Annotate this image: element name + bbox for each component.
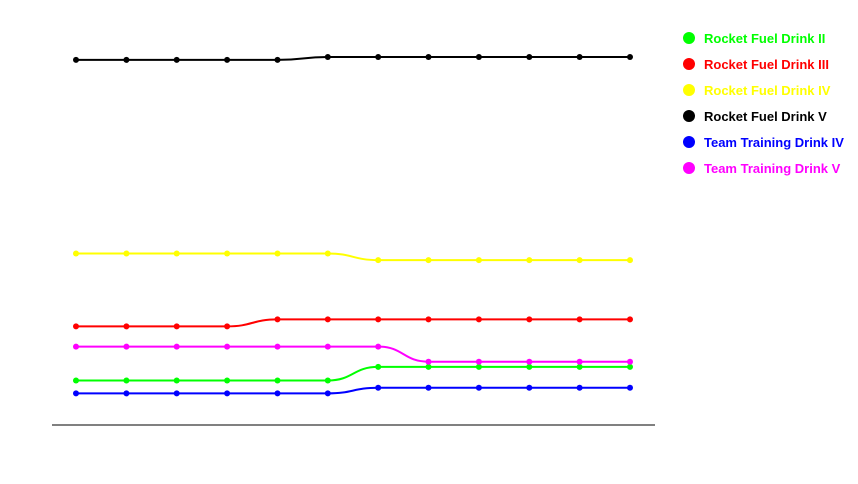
data-point[interactable] (324, 54, 331, 60)
data-point[interactable] (73, 323, 79, 330)
data-point[interactable] (576, 54, 583, 60)
data-point[interactable] (73, 377, 79, 384)
legend-label: Rocket Fuel Drink II (704, 30, 826, 46)
legend-label: Rocket Fuel Drink III (704, 56, 829, 72)
series-line (75, 252, 630, 262)
data-point[interactable] (576, 384, 583, 391)
data-point[interactable] (375, 363, 382, 370)
data-point[interactable] (224, 390, 231, 397)
data-point[interactable] (73, 390, 79, 397)
data-point[interactable] (425, 363, 432, 370)
data-point[interactable] (73, 250, 79, 257)
data-point[interactable] (627, 363, 633, 370)
data-point[interactable] (576, 257, 583, 264)
data-point[interactable] (224, 56, 231, 63)
data-point[interactable] (324, 250, 331, 257)
data-point[interactable] (73, 343, 79, 350)
data-point[interactable] (475, 363, 482, 370)
legend-marker-icon (683, 136, 695, 148)
data-point[interactable] (526, 384, 533, 391)
data-point[interactable] (627, 316, 633, 323)
legend-item[interactable]: Rocket Fuel Drink IV (683, 77, 844, 103)
series-line (76, 318, 630, 328)
legend-marker-icon (683, 162, 695, 174)
data-point[interactable] (274, 343, 281, 350)
legend-item[interactable]: Team Training Drink V (683, 155, 844, 181)
data-point[interactable] (274, 316, 281, 323)
legend-marker-icon (683, 110, 695, 122)
data-point[interactable] (526, 358, 533, 365)
data-point[interactable] (425, 384, 432, 391)
data-point[interactable] (274, 250, 281, 257)
data-point[interactable] (173, 323, 180, 330)
data-point[interactable] (425, 358, 432, 365)
data-point[interactable] (123, 343, 130, 350)
data-point[interactable] (324, 377, 331, 384)
series-layer (73, 54, 633, 397)
data-point[interactable] (375, 343, 382, 350)
legend-marker-icon (683, 84, 695, 96)
data-point[interactable] (73, 56, 79, 63)
legend-label: Rocket Fuel Drink IV (704, 82, 831, 98)
legend-item[interactable]: Rocket Fuel Drink III (683, 51, 844, 77)
series-line (76, 386, 630, 395)
data-point[interactable] (526, 363, 533, 370)
data-point[interactable] (224, 323, 231, 330)
legend-item[interactable]: Team Training Drink IV (683, 129, 844, 155)
data-point[interactable] (475, 316, 482, 323)
data-point[interactable] (526, 316, 533, 323)
data-point[interactable] (224, 343, 231, 350)
data-point[interactable] (425, 316, 432, 323)
data-point[interactable] (425, 257, 432, 264)
data-point[interactable] (173, 56, 180, 63)
data-point[interactable] (324, 316, 331, 323)
data-point[interactable] (375, 257, 382, 264)
data-point[interactable] (224, 250, 231, 257)
data-point[interactable] (123, 250, 130, 257)
data-point[interactable] (173, 250, 180, 257)
data-point[interactable] (123, 377, 130, 384)
data-point[interactable] (375, 384, 382, 391)
legend-marker-icon (683, 32, 695, 44)
data-point[interactable] (627, 257, 633, 264)
data-point[interactable] (526, 54, 533, 60)
legend-item[interactable]: Rocket Fuel Drink II (683, 25, 844, 51)
data-point[interactable] (123, 323, 130, 330)
data-point[interactable] (324, 343, 331, 350)
data-point[interactable] (123, 56, 130, 63)
data-point[interactable] (475, 257, 482, 264)
data-point[interactable] (475, 358, 482, 365)
legend-item[interactable]: Rocket Fuel Drink V (683, 103, 844, 129)
legend: Rocket Fuel Drink II Rocket Fuel Drink I… (683, 25, 844, 181)
legend-label: Team Training Drink IV (704, 134, 844, 150)
data-point[interactable] (627, 54, 633, 60)
data-point[interactable] (475, 54, 482, 60)
data-point[interactable] (173, 343, 180, 350)
data-point[interactable] (627, 384, 633, 391)
data-point[interactable] (274, 56, 281, 63)
data-point[interactable] (173, 390, 180, 397)
series-line (76, 365, 630, 382)
data-point[interactable] (576, 363, 583, 370)
data-point[interactable] (627, 358, 633, 365)
data-point[interactable] (576, 316, 583, 323)
data-point[interactable] (324, 390, 331, 397)
legend-marker-icon (683, 58, 695, 70)
data-point[interactable] (576, 358, 583, 365)
data-point[interactable] (425, 54, 432, 60)
data-point[interactable] (475, 384, 482, 391)
legend-label: Team Training Drink V (704, 160, 841, 176)
series-line (75, 345, 630, 363)
data-point[interactable] (173, 377, 180, 384)
legend-label: Rocket Fuel Drink V (704, 108, 827, 124)
data-point[interactable] (274, 390, 281, 397)
data-point[interactable] (375, 54, 382, 60)
series-line (76, 56, 630, 61)
data-point[interactable] (526, 257, 533, 264)
data-point[interactable] (123, 390, 130, 397)
data-point[interactable] (274, 377, 281, 384)
data-point[interactable] (375, 316, 382, 323)
data-point[interactable] (224, 377, 231, 384)
